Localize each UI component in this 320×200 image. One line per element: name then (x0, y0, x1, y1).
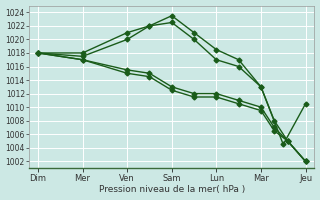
X-axis label: Pression niveau de la mer( hPa ): Pression niveau de la mer( hPa ) (99, 185, 245, 194)
